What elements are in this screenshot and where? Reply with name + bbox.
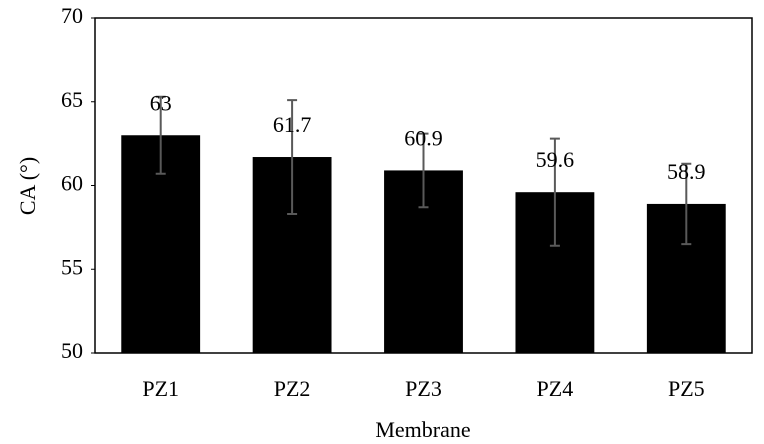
data-label: 59.6	[536, 147, 575, 172]
x-tick-label: PZ5	[668, 376, 705, 401]
y-tick-label: 70	[61, 3, 83, 28]
y-tick-label: 65	[61, 87, 83, 112]
y-tick-label: 50	[61, 338, 83, 363]
data-label: 63	[150, 90, 172, 115]
x-tick-label: PZ2	[274, 376, 311, 401]
error-bar	[549, 137, 560, 247]
data-label: 58.9	[667, 159, 706, 184]
x-tick-label: PZ3	[405, 376, 442, 401]
x-axis-title: Membrane	[375, 417, 470, 442]
x-tick-label: PZ4	[537, 376, 574, 401]
error-bar	[287, 99, 298, 215]
data-label: 61.7	[273, 112, 312, 137]
error-bar	[681, 162, 692, 246]
data-label: 60.9	[404, 125, 443, 150]
y-tick-label: 55	[61, 254, 83, 279]
x-tick-label: PZ1	[142, 376, 179, 401]
error-bar	[155, 95, 166, 175]
error-bar	[418, 132, 429, 209]
y-axis-title: CA (°)	[15, 157, 40, 215]
y-tick-label: 60	[61, 171, 83, 196]
